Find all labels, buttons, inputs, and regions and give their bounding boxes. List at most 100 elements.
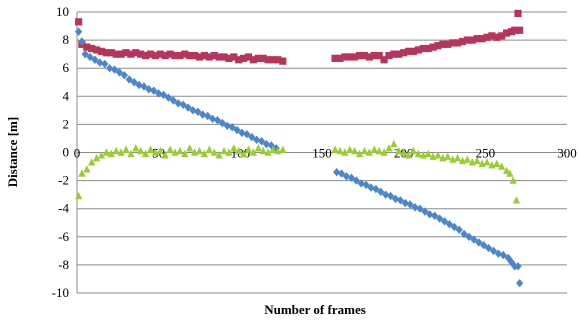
diamond-point — [115, 68, 124, 77]
square-point — [171, 51, 179, 60]
triangle-point — [424, 149, 432, 158]
triangle-point — [102, 148, 110, 156]
diamond-point — [86, 52, 94, 62]
triangle-point — [390, 139, 398, 148]
diamond-point — [514, 262, 522, 271]
y-tick-label: -6 — [58, 229, 69, 244]
square-point — [429, 43, 437, 51]
triangle-point — [264, 148, 272, 156]
triangle-point — [93, 153, 101, 162]
triangle-point — [161, 151, 169, 159]
triangle-point — [215, 151, 223, 159]
y-tick-label: 10 — [56, 4, 69, 19]
diamond-point — [382, 190, 390, 199]
triangle-point — [509, 176, 517, 184]
triangle-point — [409, 146, 418, 155]
diamond-point — [426, 210, 434, 219]
triangle-point — [142, 149, 150, 158]
triangle-point — [186, 144, 194, 152]
square-point — [444, 40, 452, 48]
diamond-point — [396, 196, 404, 205]
square-point — [414, 46, 422, 54]
diamond-point — [421, 207, 429, 216]
diamond-point — [465, 232, 473, 241]
y-tick-label: 4 — [63, 88, 70, 103]
y-tick-label: -10 — [52, 285, 69, 300]
y-tick-label: -2 — [58, 173, 69, 188]
square-point — [166, 50, 174, 58]
triangle-point — [127, 149, 135, 158]
diamond-point — [96, 58, 104, 67]
diamond-point — [267, 141, 275, 150]
diamond-point — [106, 64, 114, 73]
triangle-point — [506, 169, 514, 177]
square-point — [97, 47, 106, 55]
square-point — [83, 43, 91, 51]
square-point — [156, 50, 164, 58]
diamond-point — [228, 123, 236, 132]
triangle-point — [200, 149, 208, 158]
diamond-point — [248, 132, 256, 142]
square-point — [142, 51, 150, 60]
diamond-point — [362, 180, 370, 190]
square-point — [336, 54, 344, 62]
square-point — [365, 53, 373, 61]
y-tick-label: -8 — [58, 257, 69, 272]
square-point — [264, 56, 272, 64]
square-point — [122, 49, 130, 57]
square-point — [463, 36, 471, 44]
triangle-point — [483, 158, 491, 166]
triangle-point — [404, 151, 413, 159]
square-point — [102, 49, 110, 57]
triangle-point — [240, 149, 248, 158]
diamond-point — [455, 225, 463, 234]
diamond-point — [91, 55, 99, 64]
square-point — [254, 54, 262, 62]
diamond-point — [218, 118, 226, 128]
data-points — [75, 9, 524, 288]
triangle-point — [341, 148, 349, 156]
triangle-point — [502, 166, 511, 174]
triangle-point — [351, 146, 359, 155]
diamond-point — [489, 246, 498, 256]
triangle-point — [230, 144, 238, 152]
y-axis-title: Distance [m] — [5, 117, 20, 187]
square-point — [341, 53, 349, 61]
diamond-point — [130, 78, 138, 87]
diamond-point — [135, 80, 143, 90]
diamond-point — [233, 125, 241, 135]
triangle-point — [156, 146, 164, 155]
diamond-point — [391, 194, 400, 204]
square-point — [514, 9, 522, 18]
triangle-point — [444, 152, 452, 160]
series-diamond — [75, 27, 524, 288]
square-point — [468, 36, 476, 44]
square-point — [112, 50, 120, 58]
diamond-point — [494, 249, 502, 258]
triangle-point — [205, 145, 213, 153]
diamond-point — [145, 85, 153, 94]
x-tick-label: 0 — [74, 146, 81, 161]
diamond-point — [101, 59, 109, 69]
diamond-point — [357, 179, 365, 188]
diamond-point — [367, 183, 375, 192]
square-point — [498, 32, 506, 40]
square-point — [93, 46, 101, 54]
square-point — [360, 51, 369, 60]
square-point — [355, 51, 364, 60]
triangle-point — [493, 159, 501, 167]
square-point — [235, 56, 243, 64]
diamond-point — [125, 75, 133, 84]
triangle-point — [83, 165, 91, 173]
square-point — [146, 50, 155, 58]
triangle-point — [434, 151, 442, 159]
y-tick-label: 2 — [63, 116, 70, 131]
triangle-point — [225, 148, 233, 156]
square-point — [380, 56, 388, 64]
diamond-point — [460, 229, 468, 239]
square-point — [107, 49, 115, 57]
square-point — [434, 42, 442, 50]
square-point — [127, 50, 135, 58]
square-point — [195, 53, 204, 61]
triangle-point — [473, 156, 481, 165]
